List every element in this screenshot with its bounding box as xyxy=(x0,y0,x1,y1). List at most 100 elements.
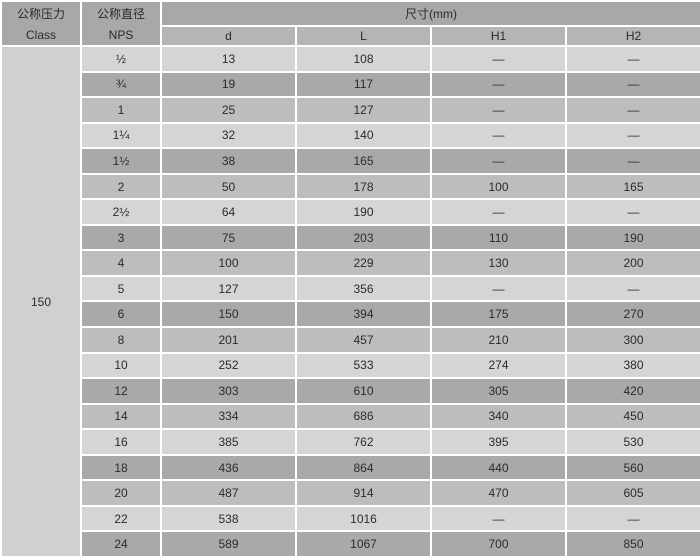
h2-cell: 165 xyxy=(565,172,700,201)
h1-cell: — xyxy=(430,274,567,303)
nps-cell: 24 xyxy=(80,530,162,558)
l-cell: 140 xyxy=(295,121,432,150)
d-cell: 436 xyxy=(160,453,297,482)
l-cell: 117 xyxy=(295,70,432,99)
d-cell: 303 xyxy=(160,377,297,405)
nps-cell: 18 xyxy=(80,453,162,482)
h1-cell: — xyxy=(430,70,567,99)
l-cell: 203 xyxy=(295,223,432,252)
nps-cell: 10 xyxy=(80,351,162,380)
l-cell: 762 xyxy=(295,428,432,456)
header-col-l: L xyxy=(295,25,432,47)
h1-cell: 175 xyxy=(430,300,567,328)
nps-cell: 3 xyxy=(80,223,162,252)
h2-cell: — xyxy=(565,274,700,303)
nps-cell: 4 xyxy=(80,249,162,277)
nps-cell: ½ xyxy=(80,45,162,73)
d-cell: 252 xyxy=(160,351,297,380)
d-cell: 75 xyxy=(160,223,297,252)
l-cell: 1067 xyxy=(295,530,432,558)
l-cell: 914 xyxy=(295,479,432,507)
table-row: 2½ 64 190 — — xyxy=(1,198,700,226)
d-cell: 487 xyxy=(160,479,297,507)
nps-cell: 5 xyxy=(80,274,162,303)
l-cell: 165 xyxy=(295,147,432,175)
nps-cell: 12 xyxy=(80,377,162,405)
h2-cell: 270 xyxy=(565,300,700,328)
h1-cell: 340 xyxy=(430,402,567,431)
header-col-d: d xyxy=(160,25,297,47)
nps-cell: 16 xyxy=(80,428,162,456)
d-cell: 150 xyxy=(160,300,297,328)
nps-cell: 2 xyxy=(80,172,162,201)
header-diameter-cn: 公称直径 xyxy=(96,7,145,21)
table-row: 1 25 127 — — xyxy=(1,96,700,124)
l-cell: 457 xyxy=(295,326,432,354)
h1-cell: — xyxy=(430,121,567,150)
header-pressure-cn: 公称压力 xyxy=(16,7,65,21)
l-cell: 394 xyxy=(295,300,432,328)
h2-cell: 420 xyxy=(565,377,700,405)
table-row: 5 127 356 — — xyxy=(1,274,700,303)
header-row-group: 公称压力 Class 公称直径 NPS 尺寸(mm) xyxy=(0,0,700,47)
l-cell: 533 xyxy=(295,351,432,380)
d-cell: 32 xyxy=(160,121,297,150)
header-nominal-pressure: 公称压力 Class xyxy=(0,0,82,47)
table-row: 150 ½ 13 108 — — xyxy=(0,45,700,558)
h2-cell: — xyxy=(565,504,700,533)
header-diameter-en: NPS xyxy=(108,28,134,42)
h1-cell: — xyxy=(430,96,567,124)
table-row: 8 201 457 210 300 xyxy=(1,326,700,354)
d-cell: 64 xyxy=(160,198,297,226)
nps-cell: 1½ xyxy=(80,147,162,175)
h2-cell: 200 xyxy=(565,249,700,277)
header-pressure-en: Class xyxy=(25,28,56,42)
h1-cell: 470 xyxy=(430,479,567,507)
l-cell: 356 xyxy=(295,274,432,303)
l-cell: 190 xyxy=(295,198,432,226)
nps-cell: 1¼ xyxy=(80,121,162,150)
d-cell: 100 xyxy=(160,249,297,277)
h2-cell: 190 xyxy=(565,223,700,252)
l-cell: 610 xyxy=(295,377,432,405)
h2-cell: — xyxy=(565,121,700,150)
header-col-h1: H1 xyxy=(430,25,567,47)
d-cell: 19 xyxy=(160,70,297,99)
table-row: 18 436 864 440 560 xyxy=(1,453,700,482)
h2-cell: 450 xyxy=(565,402,700,431)
nps-cell: 22 xyxy=(80,504,162,533)
h2-cell: 530 xyxy=(565,428,700,456)
table-row: 1½ 38 165 — — xyxy=(1,147,700,175)
d-cell: 334 xyxy=(160,402,297,431)
d-cell: 127 xyxy=(160,274,297,303)
h2-cell: — xyxy=(565,198,700,226)
h2-cell: — xyxy=(565,147,700,175)
table-row: 12 303 610 305 420 xyxy=(1,377,700,405)
nps-cell: 8 xyxy=(80,326,162,354)
nps-cell: 20 xyxy=(80,479,162,507)
h2-cell: 850 xyxy=(565,530,700,558)
d-cell: 385 xyxy=(160,428,297,456)
table-row: 20 487 914 470 605 xyxy=(1,479,700,507)
nps-cell: 2½ xyxy=(80,198,162,226)
h1-cell: 130 xyxy=(430,249,567,277)
d-cell: 13 xyxy=(160,45,297,73)
d-cell: 589 xyxy=(160,530,297,558)
h1-cell: 100 xyxy=(430,172,567,201)
l-cell: 229 xyxy=(295,249,432,277)
l-cell: 686 xyxy=(295,402,432,431)
nps-cell: 1 xyxy=(80,96,162,124)
table-row: 22 538 1016 — — xyxy=(1,504,700,533)
table-row: 24 589 1067 700 850 xyxy=(1,530,700,558)
table-row: 14 334 686 340 450 xyxy=(1,402,700,431)
h2-cell: — xyxy=(565,70,700,99)
nps-cell: ¾ xyxy=(80,70,162,99)
table-row: 4 100 229 130 200 xyxy=(1,249,700,277)
h2-cell: 605 xyxy=(565,479,700,507)
table-row: 10 252 533 274 380 xyxy=(1,351,700,380)
table-row: 16 385 762 395 530 xyxy=(1,428,700,456)
h1-cell: — xyxy=(430,147,567,175)
header-col-h2: H2 xyxy=(565,25,700,47)
h2-cell: 300 xyxy=(565,326,700,354)
